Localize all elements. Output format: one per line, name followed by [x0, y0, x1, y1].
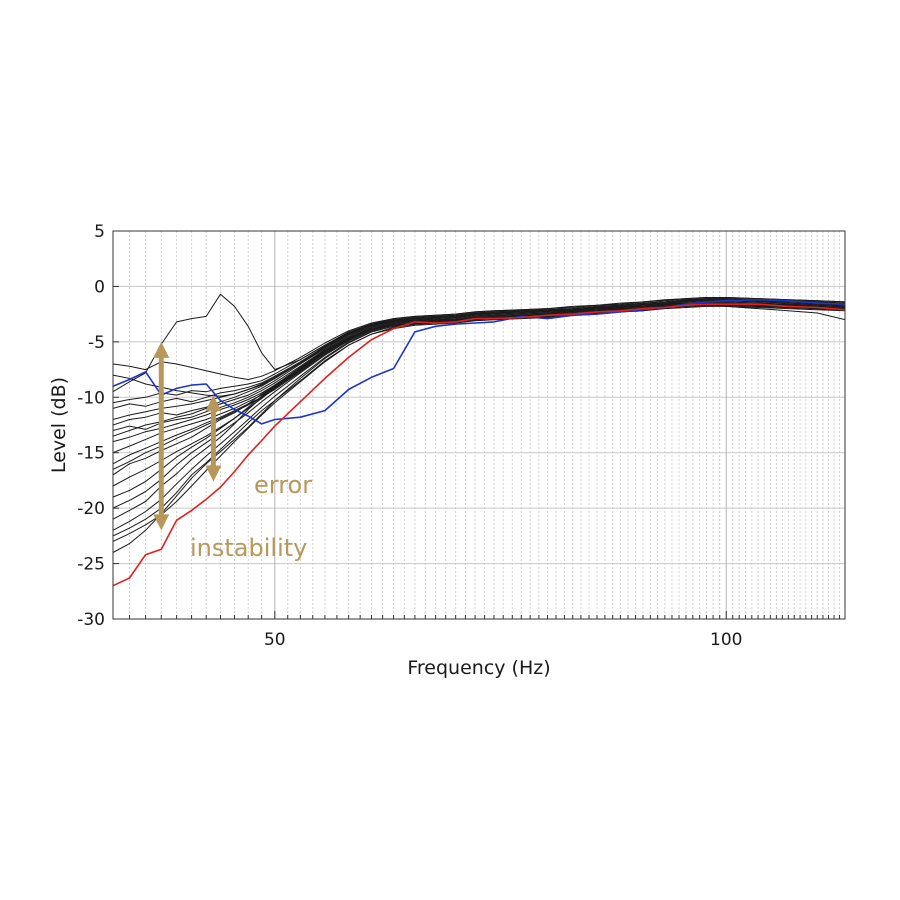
instability-arrow-head-down [153, 514, 170, 531]
error-label: error [254, 471, 312, 499]
instability-label: instability [190, 534, 307, 562]
measurement-line [113, 300, 845, 443]
error-arrow-head-up [205, 395, 222, 412]
y-tick-label: -25 [77, 555, 105, 575]
y-tick-label: -15 [77, 444, 105, 464]
measurement-line [113, 304, 845, 531]
measurement-line [113, 298, 845, 397]
y-tick-label: -10 [77, 388, 105, 408]
x-tick-label: 100 [710, 630, 742, 650]
measurement-line [113, 293, 845, 393]
y-tick-label: 5 [94, 222, 105, 242]
x-tick-label: 50 [264, 630, 286, 650]
error-arrow-head-down [205, 465, 222, 482]
error-arrow [205, 395, 222, 482]
blue-line [113, 298, 845, 425]
y-axis-title: Level (dB) [48, 377, 70, 473]
y-tick-label: -20 [77, 499, 105, 519]
instability-arrow-head-up [153, 341, 170, 358]
y-tick-label: 0 [94, 277, 105, 297]
measurement-line [113, 305, 845, 542]
series-lines [113, 293, 845, 587]
y-tick-label: -5 [88, 333, 105, 353]
red-line [113, 303, 845, 587]
instability-arrow [153, 341, 170, 531]
annotations: error instability [153, 341, 312, 562]
y-tick-label: -30 [77, 610, 105, 630]
plot-frame [112, 230, 846, 620]
x-axis-title: Frequency (Hz) [407, 657, 550, 679]
measurement-line [113, 299, 845, 431]
